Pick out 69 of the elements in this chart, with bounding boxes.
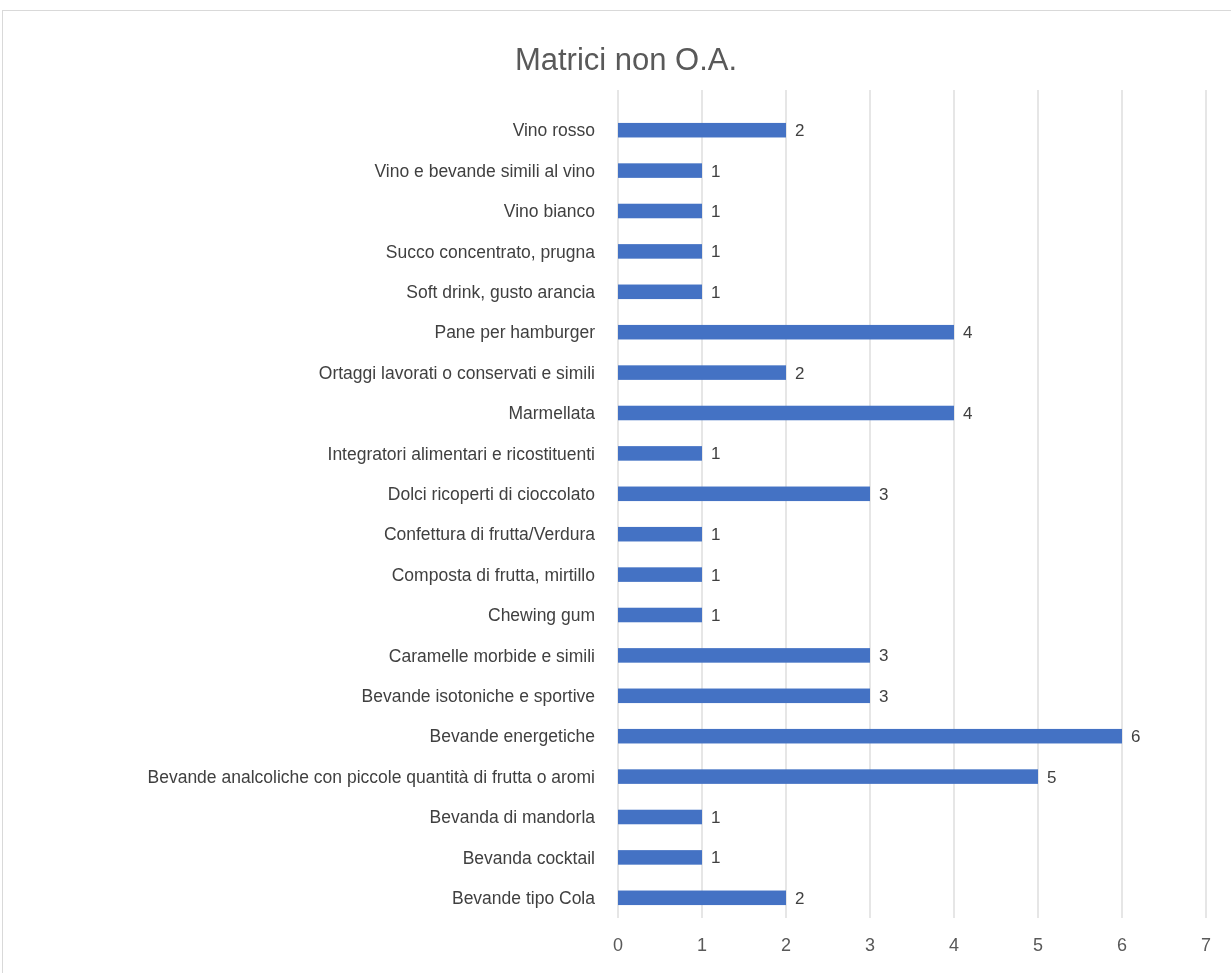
bar — [618, 122, 786, 138]
y-tick-label: Dolci ricoperti di cioccolato — [387, 483, 595, 504]
bar — [618, 446, 702, 461]
data-label: 1 — [711, 565, 721, 585]
y-tick-label: Vino rosso — [512, 120, 595, 141]
data-label: 1 — [711, 161, 721, 181]
data-label: 3 — [879, 686, 889, 706]
data-label: 1 — [711, 242, 721, 262]
x-tick-label: 2 — [780, 935, 792, 956]
x-tick-label: 0 — [612, 935, 624, 956]
chart-title: Matrici non O.A. — [514, 42, 738, 77]
data-label: 1 — [711, 525, 721, 545]
y-tick-label: Caramelle morbide e simili — [388, 645, 595, 666]
data-label: 3 — [879, 484, 889, 504]
y-tick-label: Confettura di frutta/Verdura — [383, 524, 596, 545]
y-tick-label: Chewing gum — [488, 605, 595, 626]
y-tick-label: Succo concentrato, prugna — [385, 241, 596, 262]
bar — [618, 850, 702, 865]
bar — [618, 809, 702, 825]
data-label: 1 — [711, 605, 721, 625]
bar — [618, 648, 870, 663]
x-tick-label: 5 — [1032, 935, 1044, 956]
y-tick-label: Bevanda cocktail — [462, 847, 595, 868]
y-tick-label: Bevande tipo Cola — [451, 887, 596, 908]
data-label: 2 — [795, 121, 805, 141]
x-tick-label: 1 — [696, 935, 708, 956]
bar — [618, 728, 1122, 744]
y-tick-label: Bevande isotoniche e sportive — [361, 685, 595, 706]
data-label: 4 — [963, 323, 973, 343]
data-label: 1 — [711, 282, 721, 302]
y-tick-label: Bevande analcoliche con piccole quantità di frutta o aromi — [147, 766, 595, 787]
bar — [618, 688, 870, 704]
bar — [618, 203, 702, 219]
x-tick-label: 6 — [1116, 935, 1128, 956]
bar — [618, 526, 702, 542]
y-tick-label: Pane per hamburger — [434, 322, 596, 343]
y-tick-label: Marmellata — [508, 403, 596, 424]
data-label: 2 — [795, 363, 805, 383]
bar — [618, 244, 702, 259]
bar — [618, 405, 954, 421]
bar — [618, 769, 1038, 784]
x-tick-label: 3 — [864, 935, 876, 956]
bar — [618, 567, 702, 582]
data-label: 1 — [711, 201, 721, 221]
data-label: 2 — [795, 888, 805, 908]
data-label: 1 — [711, 444, 721, 464]
y-tick-label: Vino bianco — [503, 201, 595, 222]
bar — [618, 890, 786, 906]
y-tick-label: Integratori alimentari e ricostituenti — [327, 443, 595, 464]
y-tick-label: Bevanda di mandorla — [429, 807, 596, 828]
data-label: 1 — [711, 848, 721, 868]
data-label: 4 — [963, 403, 973, 423]
data-label: 1 — [711, 807, 721, 827]
bar — [618, 324, 954, 340]
bar — [618, 284, 702, 300]
y-tick-label: Soft drink, gusto arancia — [406, 281, 596, 302]
x-tick-label: 4 — [948, 935, 960, 956]
y-tick-label: Bevande energetiche — [429, 726, 595, 747]
data-label: 6 — [1131, 727, 1141, 747]
x-tick-label: 7 — [1200, 935, 1212, 956]
bar — [618, 607, 702, 623]
bar — [618, 163, 702, 178]
data-label: 3 — [879, 646, 889, 666]
y-tick-label: Vino e bevande simili al vino — [374, 160, 595, 181]
bar — [618, 486, 870, 502]
y-tick-label: Ortaggi lavorati o conservati e simili — [318, 362, 595, 383]
data-label: 5 — [1047, 767, 1057, 787]
y-tick-label: Composta di frutta, mirtillo — [391, 564, 595, 585]
bar — [618, 365, 786, 380]
